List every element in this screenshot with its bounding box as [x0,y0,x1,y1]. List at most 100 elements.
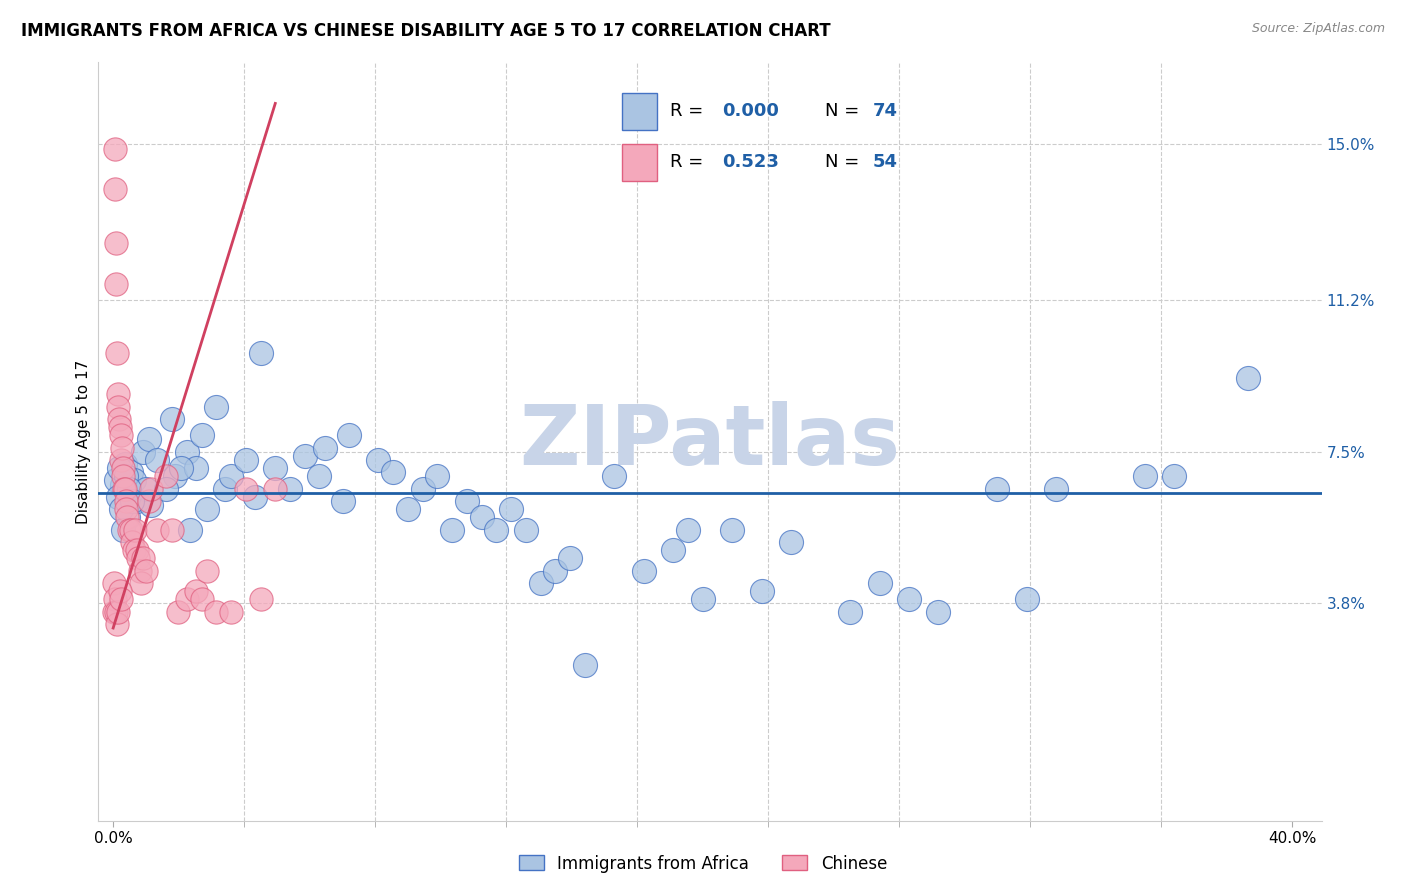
Point [167,605,190,619]
Point [121,494,143,508]
Point [114,457,136,471]
Point [155,482,177,496]
Point [108,461,131,475]
Point [235,482,257,496]
Point [1015,592,1038,607]
Point [176,592,198,607]
Point [278,482,301,496]
Point [135,482,157,496]
Point [141,498,163,512]
Point [574,657,596,672]
Point [456,494,478,508]
Point [367,453,389,467]
Point [138,433,160,447]
Text: ZIPatlas: ZIPatlas [520,401,900,482]
Point [197,502,219,516]
Point [112,523,135,537]
Point [165,469,187,483]
Point [108,420,131,434]
Text: Source: ZipAtlas.com: Source: ZipAtlas.com [1251,22,1385,36]
Point [1163,469,1185,483]
Point [135,564,157,578]
Point [118,523,141,537]
Point [839,605,862,619]
Point [105,277,128,291]
Point [131,551,153,566]
Point [114,494,136,508]
Point [107,490,129,504]
Point [122,474,145,488]
Point [382,465,405,479]
Point [780,535,803,549]
Point [160,523,183,537]
Point [117,510,139,524]
Point [179,523,201,537]
Point [104,182,127,196]
Point [138,494,160,508]
Point [515,523,537,537]
Point [249,346,271,360]
Point [170,461,193,475]
Point [869,576,891,591]
Point [396,502,419,516]
Point [104,605,127,619]
Point [110,502,132,516]
Point [114,482,136,496]
Point [662,543,685,558]
Point [558,551,581,566]
Point [184,461,207,475]
Point [219,605,242,619]
Point [118,482,141,496]
Point [103,605,125,619]
Point [112,482,135,496]
Point [332,494,354,508]
Point [131,444,153,458]
Point [105,616,128,631]
Point [927,605,949,619]
Point [105,346,128,360]
Point [1237,371,1260,385]
Point [125,494,148,508]
Point [721,523,744,537]
Point [111,441,134,455]
Point [264,461,287,475]
Point [120,523,142,537]
Point [110,592,132,607]
Point [115,469,138,483]
Point [121,535,143,549]
Point [160,412,183,426]
Point [111,461,134,475]
Point [603,469,626,483]
Point [308,469,330,483]
Point [105,474,128,488]
Point [412,482,434,496]
Point [103,576,125,591]
Point [107,605,129,619]
Point [107,400,129,414]
Point [197,564,219,578]
Point [214,482,236,496]
Point [249,592,271,607]
Point [112,469,135,483]
Point [205,605,228,619]
Legend: Immigrants from Africa, Chinese: Immigrants from Africa, Chinese [512,848,894,880]
Point [471,510,494,524]
Point [155,469,177,483]
Point [692,592,714,607]
Point [122,543,145,558]
Point [898,592,921,607]
Point [1045,482,1067,496]
Point [986,482,1008,496]
Point [115,502,138,516]
Point [243,490,266,504]
Point [529,576,551,591]
Point [110,428,132,442]
Point [146,523,169,537]
Point [146,453,169,467]
Point [337,428,360,442]
Point [235,453,257,467]
Point [314,441,336,455]
Point [108,412,131,426]
Point [426,469,449,483]
Point [125,543,148,558]
